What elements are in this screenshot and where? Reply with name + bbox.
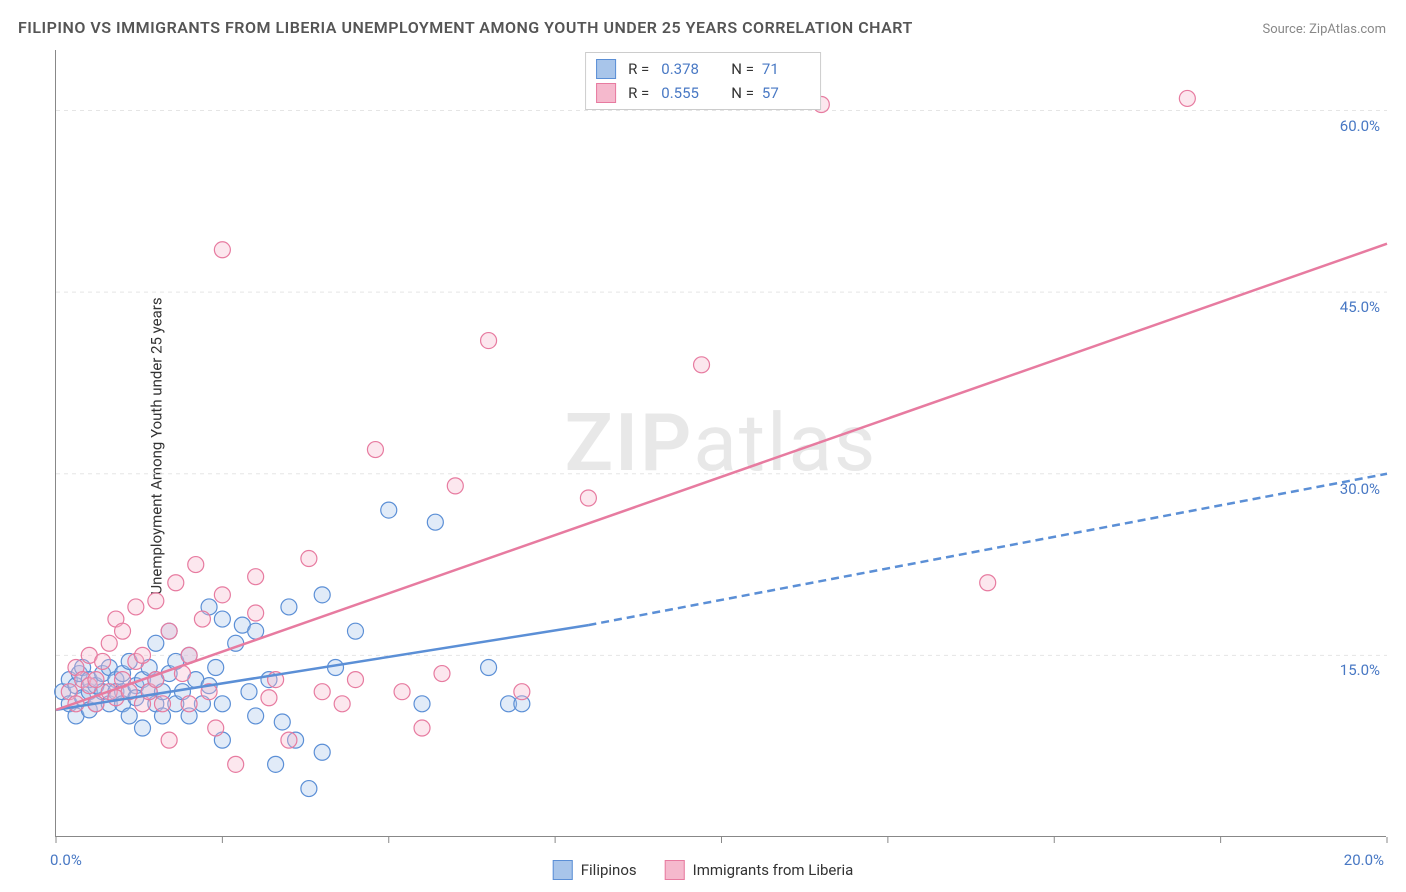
x-tick-label: 0.0%	[50, 851, 82, 869]
legend-label-liberia: Immigrants from Liberia	[693, 861, 854, 879]
n-value-filipinos: 71	[762, 60, 810, 78]
legend-swatch-blue	[596, 59, 616, 79]
plot-area: ZIPatlas 15.0%30.0%45.0%60.0%0.0%20.0%	[55, 50, 1386, 837]
legend-swatch-blue	[553, 860, 573, 880]
n-label: N =	[731, 84, 754, 102]
y-tick-label: 60.0%	[1340, 117, 1380, 135]
legend-swatch-pink	[665, 860, 685, 880]
scatter-chart	[56, 50, 1386, 836]
r-value-filipinos: 0.378	[661, 60, 709, 78]
legend-label-filipinos: Filipinos	[581, 861, 637, 879]
legend-item-liberia: Immigrants from Liberia	[665, 860, 854, 880]
legend-row-liberia: R = 0.555 N = 57	[596, 81, 810, 105]
n-label: N =	[731, 60, 754, 78]
legend-correlation: R = 0.378 N = 71 R = 0.555 N = 57	[585, 52, 821, 110]
r-label: R =	[628, 84, 649, 102]
r-value-liberia: 0.555	[661, 84, 709, 102]
y-tick-label: 15.0%	[1340, 661, 1380, 679]
source-text: Source: ZipAtlas.com	[1262, 22, 1386, 37]
y-tick-label: 30.0%	[1340, 480, 1380, 498]
r-label: R =	[628, 60, 649, 78]
legend-series: Filipinos Immigrants from Liberia	[553, 860, 854, 880]
legend-item-filipinos: Filipinos	[553, 860, 637, 880]
legend-row-filipinos: R = 0.378 N = 71	[596, 57, 810, 81]
y-tick-label: 45.0%	[1340, 298, 1380, 316]
chart-title: FILIPINO VS IMMIGRANTS FROM LIBERIA UNEM…	[18, 18, 913, 37]
n-value-liberia: 57	[762, 84, 810, 102]
x-tick-label: 20.0%	[1344, 851, 1384, 869]
legend-swatch-pink	[596, 83, 616, 103]
